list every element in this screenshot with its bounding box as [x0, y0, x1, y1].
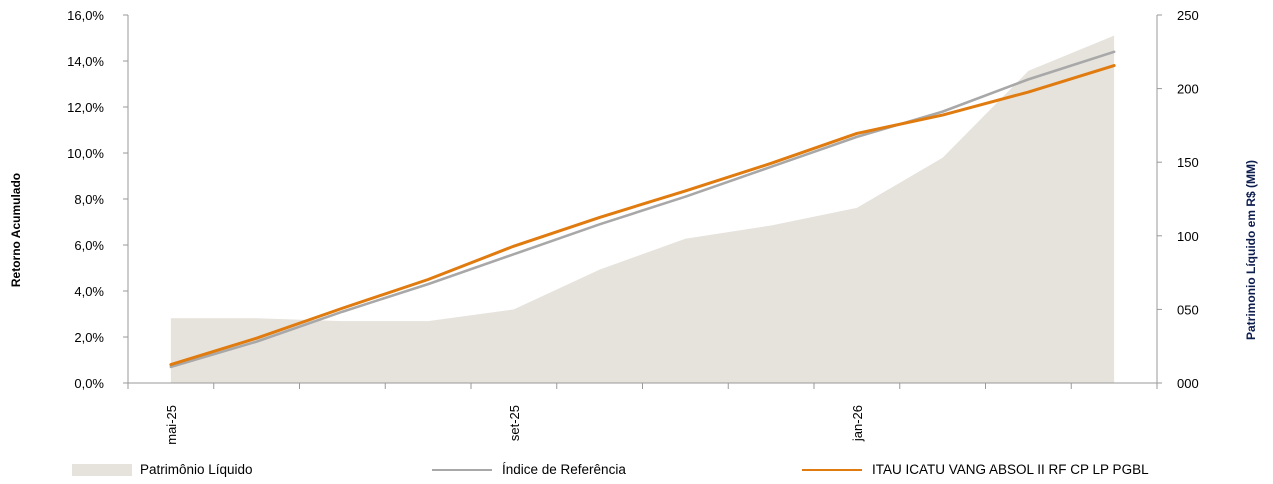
y-right-tick-label: 250 [1177, 8, 1199, 23]
legend: Patrimônio Líquido Índice de Referência … [0, 462, 1273, 482]
x-tick-label: set-25 [507, 405, 522, 441]
y-right-axis-title: Patrimonio Líquido em R$ (MM) [1244, 160, 1258, 340]
legend-swatch-area [72, 463, 132, 476]
legend-label-fund: ITAU ICATU VANG ABSOL II RF CP LP PGBL [872, 462, 1149, 477]
y-left-tick-label: 10,0% [67, 146, 104, 161]
y-left-tick-label: 8,0% [74, 192, 104, 207]
legend-swatch-line-indice [432, 468, 492, 471]
legend-label-patrimonio: Patrimônio Líquido [140, 462, 253, 477]
y-left-tick-label: 2,0% [74, 330, 104, 345]
y-right-tick-label: 100 [1177, 229, 1199, 244]
y-right-tick-label: 050 [1177, 302, 1199, 317]
y-right-tick-label: 150 [1177, 155, 1199, 170]
y-left-tick-label: 4,0% [74, 284, 104, 299]
x-tick-label: mai-25 [164, 405, 179, 445]
y-left-tick-label: 0,0% [74, 376, 104, 391]
legend-item-indice: Índice de Referência [432, 462, 626, 477]
series-line-2 [169, 64, 1116, 367]
y-left-axis-title: Retorno Acumulado [9, 173, 23, 287]
lines-layer [169, 50, 1116, 369]
axes-layer: 0,0% 2,0% 4,0% 6,0% 8,0% 10,0% 12,0% 14,0% 16,0%… [67, 8, 1199, 445]
y-left-tick-label: 6,0% [74, 238, 104, 253]
y-right-tick-label: 200 [1177, 82, 1199, 97]
y-left-tick-label: 16,0% [67, 8, 104, 23]
legend-item-fund: ITAU ICATU VANG ABSOL II RF CP LP PGBL [802, 462, 1149, 477]
series-line-1 [169, 50, 1116, 369]
area-layer [170, 35, 1115, 383]
legend-swatch-line-fund [802, 468, 862, 471]
y-right-tick-label: 000 [1177, 376, 1199, 391]
y-left-tick-label: 12,0% [67, 100, 104, 115]
x-tick-label: jan-26 [850, 405, 865, 442]
legend-item-patrimonio: Patrimônio Líquido [72, 462, 253, 477]
series-area-0 [170, 35, 1115, 383]
legend-label-indice: Índice de Referência [502, 462, 626, 477]
y-left-tick-label: 14,0% [67, 54, 104, 69]
